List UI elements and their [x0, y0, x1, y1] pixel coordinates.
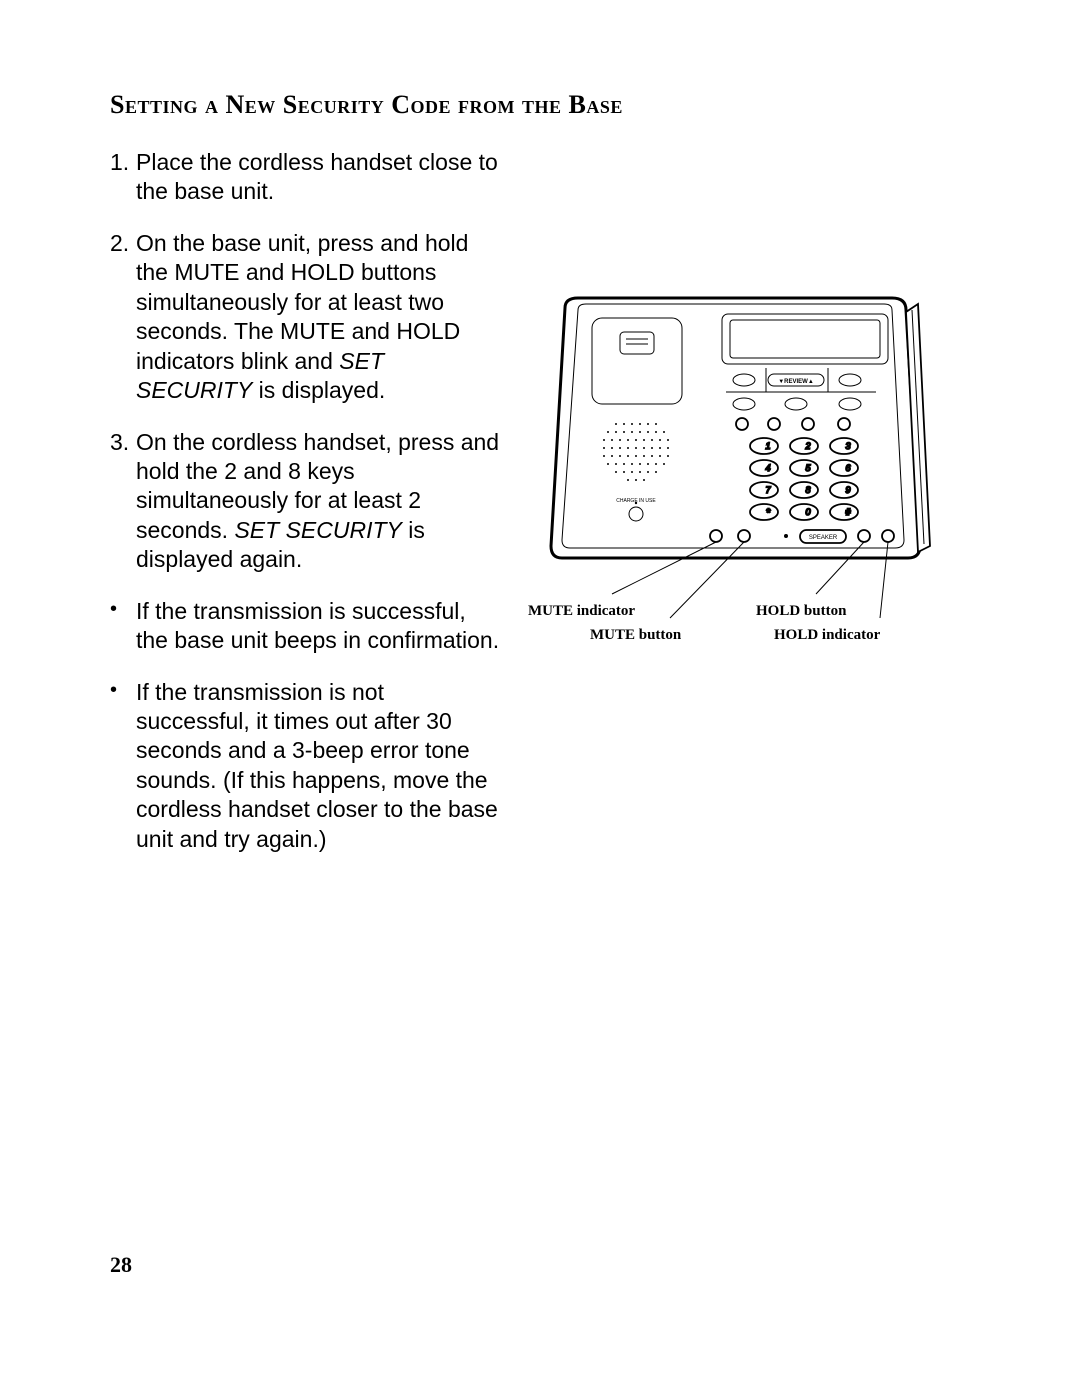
section-heading: Setting a New Security Code from the Bas… — [110, 90, 970, 120]
svg-text:8: 8 — [805, 485, 810, 495]
softkey-row-1: ▼REVIEW▲ — [733, 374, 861, 386]
figure-column: CHARGE IN USE ▼REVIEW▲ — [500, 148, 970, 876]
step-number: 2. — [110, 229, 136, 406]
text-run: On the base unit, press and hold the MUT… — [136, 230, 468, 374]
svg-text:9: 9 — [845, 485, 850, 495]
svg-text:*: * — [766, 507, 771, 519]
step-text: On the base unit, press and hold the MUT… — [136, 229, 500, 406]
instruction-column: 1. Place the cordless handset close to t… — [110, 148, 500, 876]
page-number: 28 — [110, 1252, 132, 1278]
base-unit-svg: CHARGE IN USE ▼REVIEW▲ — [520, 296, 950, 626]
text-run: is displayed. — [252, 377, 385, 403]
bullet-1: • If the transmission is successful, the… — [110, 597, 500, 656]
svg-text:SPEAKER: SPEAKER — [809, 535, 838, 541]
callout-mute-indicator: MUTE indicator — [528, 603, 635, 620]
step-2: 2. On the base unit, press and hold the … — [110, 229, 500, 406]
callout-mute-button: MUTE button — [590, 627, 681, 644]
base-unit-figure: CHARGE IN USE ▼REVIEW▲ — [520, 296, 950, 681]
svg-text:▼REVIEW▲: ▼REVIEW▲ — [778, 379, 814, 385]
svg-text:4: 4 — [765, 463, 770, 473]
bullet-text: If the transmission is not successful, i… — [136, 678, 500, 855]
svg-text:3: 3 — [845, 441, 850, 451]
bullet-text: If the transmission is successful, the b… — [136, 597, 500, 656]
svg-text:1: 1 — [765, 441, 770, 451]
softkey-row-2 — [733, 398, 861, 410]
step-number: 3. — [110, 428, 136, 575]
svg-text:2: 2 — [804, 441, 810, 451]
callout-labels: MUTE indicator MUTE button HOLD button H… — [520, 631, 950, 681]
callout-hold-indicator: HOLD indicator — [774, 627, 880, 644]
content-row: 1. Place the cordless handset close to t… — [110, 148, 970, 876]
callout-hold-button: HOLD button — [756, 603, 846, 620]
step-text: On the cordless handset, press and hold … — [136, 428, 500, 575]
step-3: 3. On the cordless handset, press and ho… — [110, 428, 500, 575]
manual-page: Setting a New Security Code from the Bas… — [0, 0, 1080, 1374]
bullet-2: • If the transmission is not successful,… — [110, 678, 500, 855]
step-text: Place the cordless handset close to the … — [136, 148, 500, 207]
step-1: 1. Place the cordless handset close to t… — [110, 148, 500, 207]
svg-text:0: 0 — [805, 507, 810, 517]
italic-run: SET SECURITY — [234, 517, 401, 543]
bullet-mark: • — [110, 678, 136, 855]
bullet-mark: • — [110, 597, 136, 656]
svg-text:6: 6 — [845, 463, 850, 473]
step-number: 1. — [110, 148, 136, 207]
